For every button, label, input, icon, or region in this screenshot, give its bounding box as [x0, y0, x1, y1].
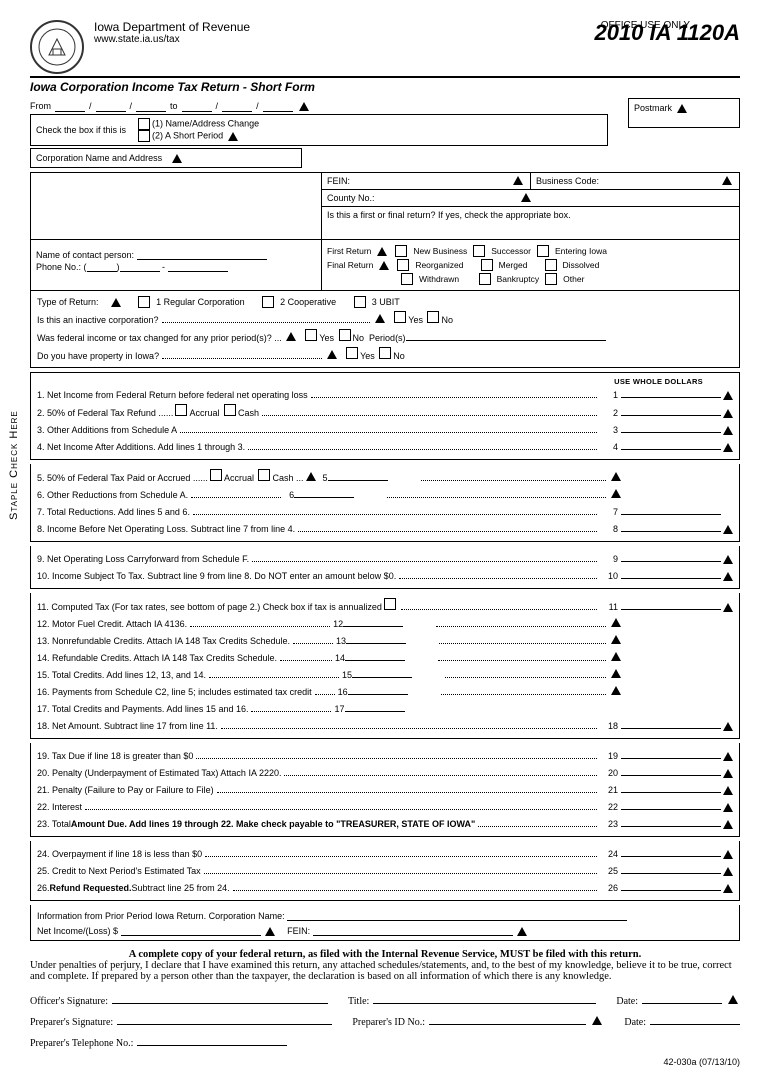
declaration-bold: A complete copy of your federal return, …: [30, 949, 740, 960]
corp-name-field[interactable]: [31, 173, 322, 239]
triangle-icon: [299, 102, 309, 111]
to-day[interactable]: [222, 100, 252, 112]
to-month[interactable]: [182, 100, 212, 112]
declaration-text: Under penalties of perjury, I declare th…: [30, 960, 740, 982]
office-use-label: OFFICE USE ONLY: [601, 20, 690, 31]
staple-label: Staple Check Here: [8, 410, 20, 520]
state-seal-icon: [30, 20, 84, 74]
check-box-label: Check the box if this is: [36, 125, 126, 135]
from-year[interactable]: [136, 100, 166, 112]
form-subtitle: Iowa Corporation Income Tax Return - Sho…: [30, 76, 740, 94]
to-label: to: [170, 101, 178, 111]
from-label: From: [30, 101, 51, 111]
form-number: 42-030a (07/13/10): [30, 1057, 740, 1067]
department-name: Iowa Department of Revenue: [94, 20, 544, 34]
postmark-label: Postmark: [634, 103, 672, 113]
from-day[interactable]: [96, 100, 126, 112]
name-change-checkbox[interactable]: [138, 118, 150, 130]
short-period-checkbox[interactable]: [138, 130, 150, 142]
contact-name-field[interactable]: [137, 248, 267, 260]
website-url: www.state.ia.us/tax: [94, 34, 544, 45]
corp-name-label: Corporation Name and Address: [36, 153, 162, 163]
to-year[interactable]: [263, 100, 293, 112]
from-month[interactable]: [55, 100, 85, 112]
use-whole-dollars: USE WHOLE DOLLARS: [37, 377, 733, 386]
